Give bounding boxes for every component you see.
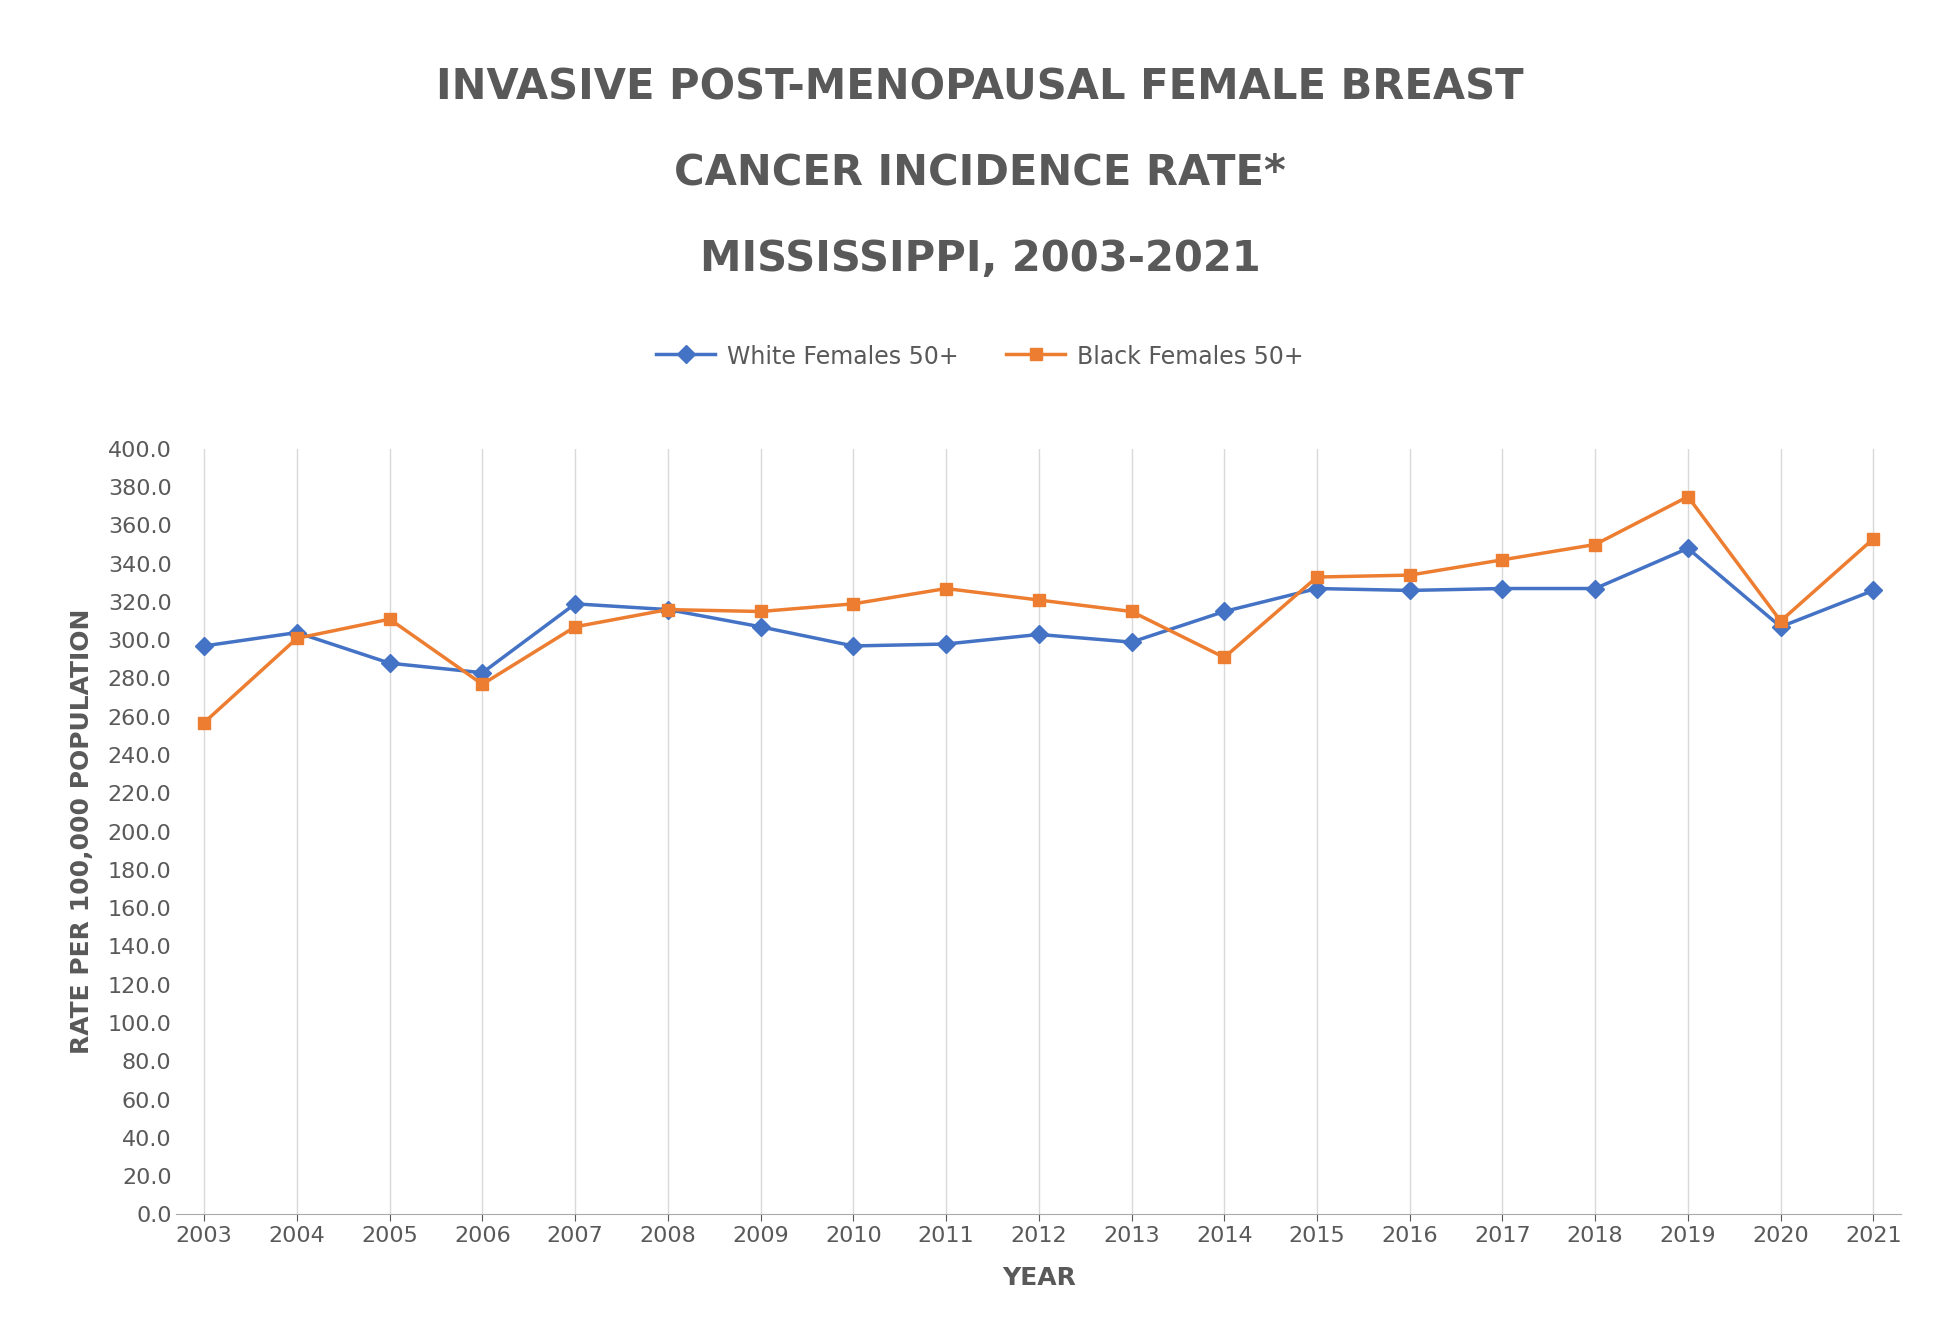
- Black Females 50+: [1119, 603, 1143, 619]
- Black Females 50+: [935, 581, 958, 597]
- White Females 50+: [1676, 540, 1699, 556]
- Black Females 50+: [1676, 488, 1699, 504]
- Black Females 50+: [1862, 531, 1886, 546]
- White Females 50+: [192, 638, 216, 653]
- White Females 50+: [470, 665, 494, 681]
- Text: INVASIVE POST-MENOPAUSAL FEMALE BREAST: INVASIVE POST-MENOPAUSAL FEMALE BREAST: [437, 66, 1523, 108]
- Black Females 50+: [657, 602, 680, 618]
- White Females 50+: [1027, 627, 1051, 643]
- Black Females 50+: [749, 603, 772, 619]
- Black Females 50+: [378, 611, 402, 627]
- White Females 50+: [1305, 581, 1329, 597]
- Text: CANCER INCIDENCE RATE*: CANCER INCIDENCE RATE*: [674, 152, 1286, 194]
- Black Females 50+: [286, 631, 310, 647]
- White Females 50+: [1397, 582, 1421, 598]
- Line: Black Females 50+: Black Females 50+: [198, 491, 1880, 729]
- White Females 50+: [1768, 619, 1791, 635]
- Black Females 50+: [1305, 569, 1329, 585]
- Black Females 50+: [1584, 537, 1607, 553]
- X-axis label: YEAR: YEAR: [1002, 1266, 1076, 1290]
- White Females 50+: [378, 655, 402, 671]
- White Females 50+: [563, 595, 586, 611]
- White Females 50+: [1862, 582, 1886, 598]
- White Females 50+: [841, 638, 864, 653]
- White Females 50+: [749, 619, 772, 635]
- White Females 50+: [1584, 581, 1607, 597]
- Line: White Females 50+: White Females 50+: [198, 543, 1880, 678]
- Black Females 50+: [563, 619, 586, 635]
- Black Females 50+: [192, 714, 216, 730]
- Black Females 50+: [1492, 552, 1515, 568]
- Black Females 50+: [1768, 612, 1791, 630]
- Legend: White Females 50+, Black Females 50+: White Females 50+, Black Females 50+: [647, 335, 1313, 378]
- Black Females 50+: [1213, 649, 1237, 665]
- Black Females 50+: [1027, 593, 1051, 609]
- Black Females 50+: [470, 676, 494, 692]
- White Females 50+: [1492, 581, 1515, 597]
- White Females 50+: [286, 624, 310, 640]
- White Females 50+: [1119, 634, 1143, 649]
- White Females 50+: [935, 636, 958, 652]
- Black Females 50+: [1397, 568, 1421, 583]
- Black Females 50+: [841, 595, 864, 611]
- Y-axis label: RATE PER 100,000 POPULATION: RATE PER 100,000 POPULATION: [71, 609, 94, 1055]
- White Females 50+: [1213, 603, 1237, 619]
- Text: MISSISSIPPI, 2003-2021: MISSISSIPPI, 2003-2021: [700, 238, 1260, 280]
- White Females 50+: [657, 602, 680, 618]
